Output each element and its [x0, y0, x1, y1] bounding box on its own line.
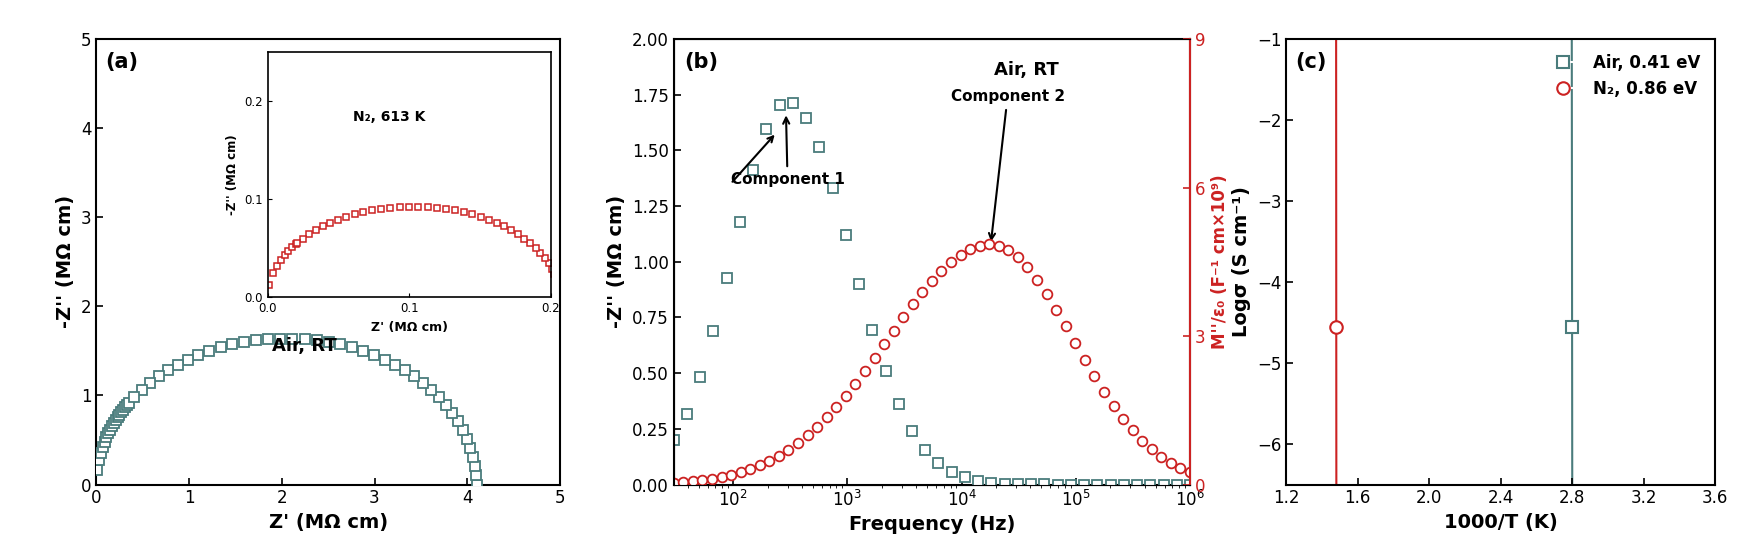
Text: Air, RT: Air, RT — [273, 337, 338, 355]
Y-axis label: Logσ (S cm⁻¹): Logσ (S cm⁻¹) — [1232, 187, 1251, 337]
X-axis label: 1000/T (K): 1000/T (K) — [1444, 513, 1558, 532]
X-axis label: Frequency (Hz): Frequency (Hz) — [849, 515, 1015, 534]
Y-axis label: -Z'' (MΩ cm): -Z'' (MΩ cm) — [607, 195, 626, 329]
Text: Component 2: Component 2 — [950, 89, 1064, 240]
Y-axis label: M''/ε₀ (F⁻¹ cm×10⁹): M''/ε₀ (F⁻¹ cm×10⁹) — [1211, 174, 1228, 349]
Text: (b): (b) — [684, 52, 717, 72]
Y-axis label: -Z'' (MΩ cm): -Z'' (MΩ cm) — [56, 195, 75, 329]
Text: Component 1: Component 1 — [730, 118, 845, 187]
Text: Air, RT: Air, RT — [994, 61, 1059, 79]
Text: (a): (a) — [105, 52, 138, 72]
X-axis label: Z' (MΩ cm): Z' (MΩ cm) — [268, 513, 388, 532]
Text: (c): (c) — [1295, 52, 1326, 72]
Legend: Air, 0.41 eV, N₂, 0.86 eV: Air, 0.41 eV, N₂, 0.86 eV — [1540, 47, 1706, 105]
